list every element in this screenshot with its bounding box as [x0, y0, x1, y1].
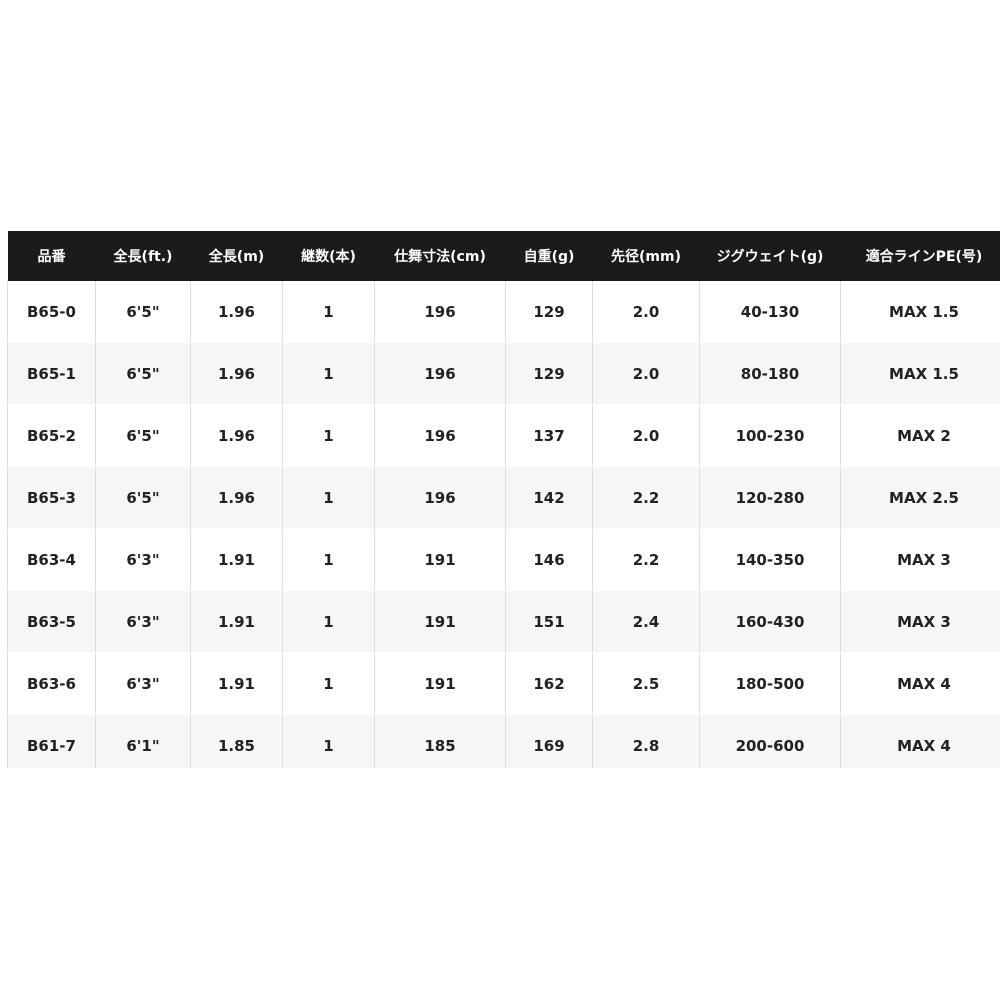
table-cell: 191: [374, 528, 506, 591]
table-cell: 2.4: [592, 590, 700, 653]
table-row: B63-4 6'3" 1.91 1 191 146 2.2 140-350 MAX 3: [7, 528, 1000, 591]
table-cell: 6'3": [95, 652, 191, 715]
column-header: 継数(本): [282, 231, 375, 281]
table-cell: 1: [282, 404, 375, 467]
table-row: B65-3 6'5" 1.96 1 196 142 2.2 120-280 MAX 2.5: [7, 466, 1000, 529]
table-cell: 1.91: [190, 528, 283, 591]
table-cell: 6'1": [95, 714, 191, 768]
table-cell: B61-7: [7, 714, 96, 768]
table-cell: 1.96: [190, 342, 283, 405]
table-cell: B63-4: [7, 528, 96, 591]
table-cell: 185: [374, 714, 506, 768]
table-cell: 196: [374, 342, 506, 405]
table-cell: MAX 2.5: [840, 466, 1000, 529]
table-row: B65-2 6'5" 1.96 1 196 137 2.0 100-230 MAX 2: [7, 404, 1000, 467]
table-cell: 6'5": [95, 281, 191, 343]
table-cell: 160-430: [699, 590, 841, 653]
table-cell: 1: [282, 714, 375, 768]
table-cell: 140-350: [699, 528, 841, 591]
table-cell: 1.96: [190, 466, 283, 529]
table-cell: MAX 1.5: [840, 342, 1000, 405]
table-cell: 2.0: [592, 404, 700, 467]
table-cell: 1.91: [190, 652, 283, 715]
spec-table-container: 品番 全長(ft.) 全長(m) 継数(本) 仕舞寸法(cm) 自重(g) 先径(mm) ジグ…: [7, 231, 1000, 768]
table-cell: 6'3": [95, 528, 191, 591]
column-header: 適合ラインPE(号): [840, 231, 1000, 281]
table-row: B65-1 6'5" 1.96 1 196 129 2.0 80-180 MAX 1.5: [7, 342, 1000, 405]
table-cell: 196: [374, 404, 506, 467]
table-row: B63-5 6'3" 1.91 1 191 151 2.4 160-430 MAX 3: [7, 590, 1000, 653]
table-cell: 2.8: [592, 714, 700, 768]
table-cell: 2.2: [592, 528, 700, 591]
table-cell: 162: [505, 652, 593, 715]
table-cell: B63-5: [7, 590, 96, 653]
table-cell: B63-6: [7, 652, 96, 715]
table-cell: 1: [282, 342, 375, 405]
column-header: 自重(g): [505, 231, 593, 281]
table-cell: 1.96: [190, 404, 283, 467]
table-cell: 137: [505, 404, 593, 467]
table-cell: 2.0: [592, 281, 700, 343]
table-cell: 1: [282, 466, 375, 529]
table-cell: 1: [282, 652, 375, 715]
table-cell: MAX 2: [840, 404, 1000, 467]
table-cell: 151: [505, 590, 593, 653]
table-cell: 2.5: [592, 652, 700, 715]
table-cell: MAX 4: [840, 714, 1000, 768]
table-cell: 191: [374, 652, 506, 715]
table-cell: 1: [282, 281, 375, 343]
table-cell: 120-280: [699, 466, 841, 529]
table-row: B65-0 6'5" 1.96 1 196 129 2.0 40-130 MAX 1.5: [7, 281, 1000, 343]
table-cell: 1: [282, 590, 375, 653]
table-cell: 2.0: [592, 342, 700, 405]
table-cell: 180-500: [699, 652, 841, 715]
column-header: 全長(ft.): [95, 231, 191, 281]
table-cell: 142: [505, 466, 593, 529]
table-cell: 169: [505, 714, 593, 768]
column-header: 先径(mm): [592, 231, 700, 281]
table-cell: 1.85: [190, 714, 283, 768]
table-cell: 6'3": [95, 590, 191, 653]
table-cell: 191: [374, 590, 506, 653]
header-row: 品番 全長(ft.) 全長(m) 継数(本) 仕舞寸法(cm) 自重(g) 先径(mm) ジグ…: [7, 231, 1000, 281]
table-cell: B65-3: [7, 466, 96, 529]
table-cell: 80-180: [699, 342, 841, 405]
table-cell: 6'5": [95, 342, 191, 405]
table-cell: 196: [374, 281, 506, 343]
table-cell: 1.91: [190, 590, 283, 653]
table-cell: 146: [505, 528, 593, 591]
table-cell: MAX 1.5: [840, 281, 1000, 343]
table-cell: 6'5": [95, 404, 191, 467]
table-cell: B65-1: [7, 342, 96, 405]
table-row: B61-7 6'1" 1.85 1 185 169 2.8 200-600 MAX 4: [7, 714, 1000, 768]
table-cell: B65-0: [7, 281, 96, 343]
table-cell: 2.2: [592, 466, 700, 529]
table-cell: MAX 3: [840, 590, 1000, 653]
table-row: B63-6 6'3" 1.91 1 191 162 2.5 180-500 MAX 4: [7, 652, 1000, 715]
spec-table: 品番 全長(ft.) 全長(m) 継数(本) 仕舞寸法(cm) 自重(g) 先径(mm) ジグ…: [7, 231, 1000, 768]
column-header: 仕舞寸法(cm): [374, 231, 506, 281]
table-cell: MAX 4: [840, 652, 1000, 715]
table-cell: 100-230: [699, 404, 841, 467]
column-header: ジグウェイト(g): [699, 231, 841, 281]
table-cell: B65-2: [7, 404, 96, 467]
table-cell: 196: [374, 466, 506, 529]
table-cell: 129: [505, 342, 593, 405]
table-cell: 1.96: [190, 281, 283, 343]
column-header: 全長(m): [190, 231, 283, 281]
table-cell: 129: [505, 281, 593, 343]
table-cell: 200-600: [699, 714, 841, 768]
column-header: 品番: [7, 231, 96, 281]
table-cell: MAX 3: [840, 528, 1000, 591]
table-cell: 40-130: [699, 281, 841, 343]
table-cell: 6'5": [95, 466, 191, 529]
table-cell: 1: [282, 528, 375, 591]
